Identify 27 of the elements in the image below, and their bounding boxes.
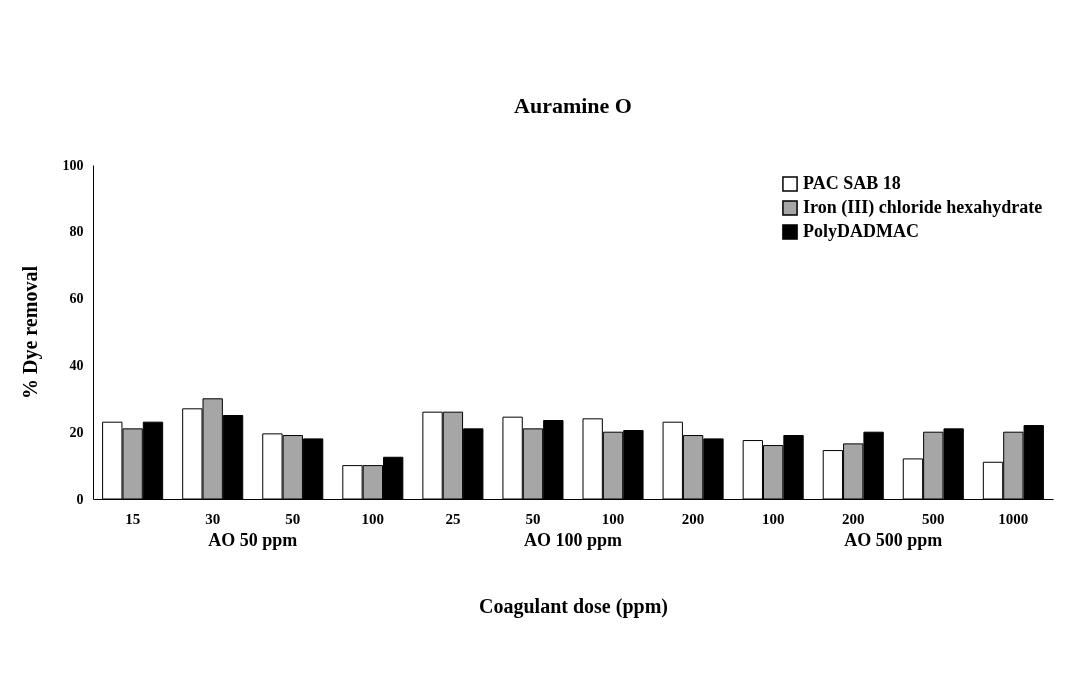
- text: AO 100 ppm: [523, 530, 622, 550]
- x-tick-label: 50: [525, 510, 541, 527]
- y-axis-title: % Dye removal: [18, 265, 42, 399]
- y-tick-label: 60: [69, 291, 84, 307]
- x-tick-label: 100: [761, 510, 785, 527]
- chart-title: Auramine O: [514, 93, 632, 118]
- legend-label: Iron (III) chloride hexahydrate: [803, 197, 1043, 218]
- text: AO 500 ppm: [844, 530, 943, 550]
- x-tick-label: 1000: [998, 510, 1029, 527]
- x-tick-label: 100: [601, 510, 625, 527]
- x-tick-label: 25: [445, 510, 461, 527]
- y-tick-label: 80: [69, 224, 84, 240]
- legend-label: PAC SAB 18: [803, 173, 901, 193]
- x-tick-label: 200: [681, 510, 705, 527]
- y-tick-label: 0: [76, 491, 84, 507]
- x-tick-label: 500: [922, 510, 945, 527]
- y-tick-label: 40: [69, 357, 84, 373]
- legend-label: PolyDADMAC: [803, 221, 919, 241]
- x-tick-label: 15: [125, 510, 141, 527]
- x-axis-title: Coagulant dose (ppm): [479, 594, 668, 618]
- x-tick-label: 100: [361, 510, 385, 527]
- x-tick-label: 30: [205, 510, 221, 527]
- x-tick-label: 50: [285, 510, 301, 527]
- x-tick-label: 200: [841, 510, 865, 527]
- y-tick-label: 20: [69, 424, 84, 440]
- text: AO 50 ppm: [208, 530, 298, 550]
- y-tick-label: 100: [62, 157, 84, 173]
